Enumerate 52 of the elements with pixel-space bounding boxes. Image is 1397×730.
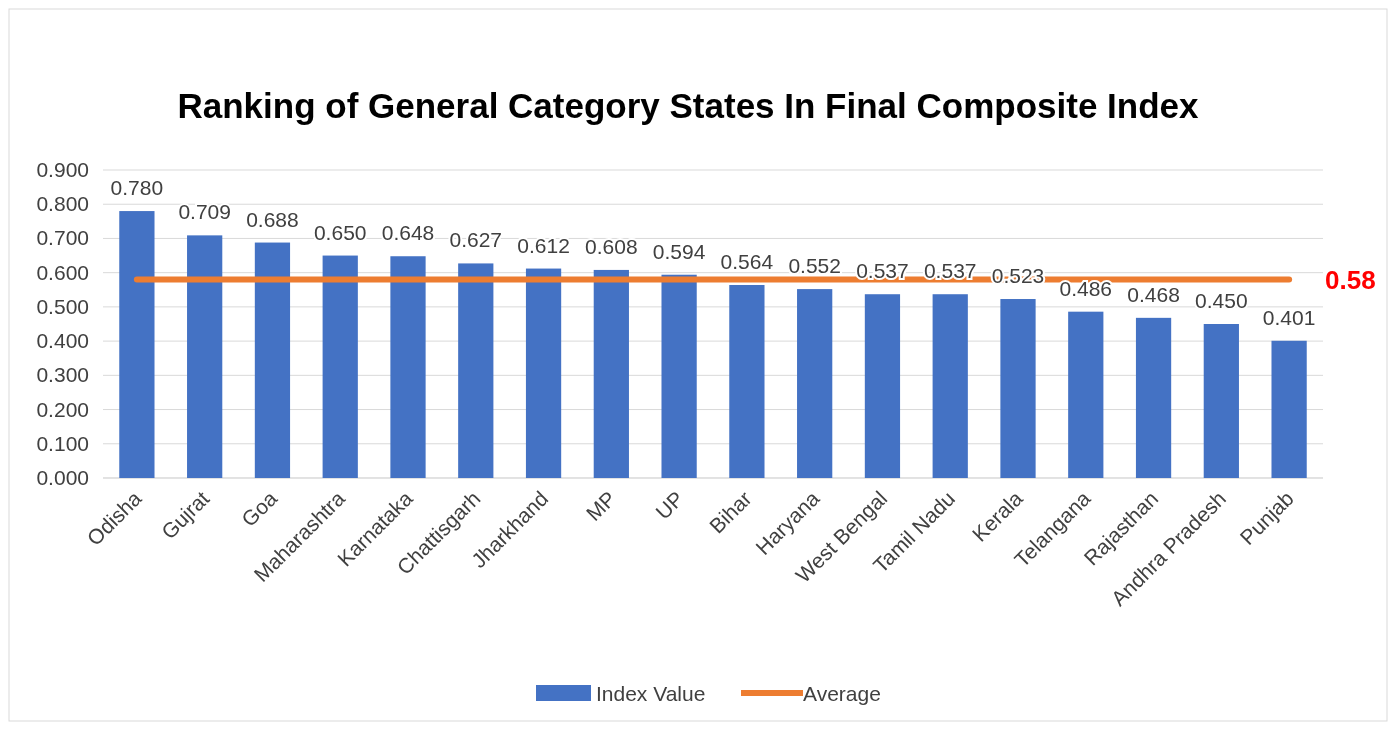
y-tick-label: 0.300 xyxy=(36,363,89,387)
y-tick-label: 0.800 xyxy=(36,192,89,216)
bar xyxy=(1135,317,1172,478)
data-label: 0.650 xyxy=(313,220,367,244)
data-label: 0.564 xyxy=(720,249,774,273)
bar xyxy=(1000,299,1036,478)
bar xyxy=(1203,324,1239,478)
x-tick-label: MP xyxy=(581,486,621,526)
data-label: 0.780 xyxy=(110,176,164,200)
bar xyxy=(932,294,968,478)
bar xyxy=(797,289,833,478)
bar xyxy=(661,274,697,478)
bar xyxy=(593,269,629,478)
y-tick-label: 0.600 xyxy=(36,260,89,284)
bar xyxy=(254,242,291,478)
data-label: 0.537 xyxy=(856,259,909,283)
bar xyxy=(187,235,223,478)
data-label: 0.468 xyxy=(1127,282,1180,306)
data-label: 0.552 xyxy=(788,254,841,278)
y-tick-label: 0.500 xyxy=(36,294,89,318)
data-label: 0.709 xyxy=(178,200,231,224)
data-label: 0.594 xyxy=(652,239,706,263)
bar xyxy=(864,294,901,478)
y-tick-label: 0.100 xyxy=(36,431,89,455)
data-label: 0.450 xyxy=(1195,289,1248,312)
data-label: 0.58 xyxy=(1325,264,1376,295)
data-label: 0.612 xyxy=(517,233,570,257)
y-tick-label: 0.000 xyxy=(36,466,89,489)
data-label: 0.486 xyxy=(1059,276,1113,300)
bar xyxy=(1271,340,1307,478)
legend-label: Index Value xyxy=(596,682,706,705)
bar xyxy=(390,256,426,478)
data-label: 0.627 xyxy=(449,228,503,252)
y-tick-label: 0.200 xyxy=(36,397,89,421)
bar xyxy=(1068,311,1104,478)
y-tick-label: 0.400 xyxy=(36,329,89,353)
bar xyxy=(458,263,494,478)
data-label: 0.608 xyxy=(585,234,638,258)
y-tick-label: 0.900 xyxy=(36,158,89,181)
bar xyxy=(729,284,765,478)
bar xyxy=(119,211,155,478)
bar xyxy=(322,255,358,478)
data-label: 0.401 xyxy=(1262,305,1316,329)
y-tick-label: 0.700 xyxy=(36,226,89,250)
bar xyxy=(525,268,562,478)
data-label: 0.523 xyxy=(991,264,1045,288)
legend-label: Average xyxy=(803,682,881,705)
x-tick-label: UP xyxy=(651,486,688,524)
data-label: 0.688 xyxy=(246,207,299,231)
data-label: 0.537 xyxy=(923,259,977,283)
chart-title: Ranking of General Category States In Final Composite Index xyxy=(177,86,1200,125)
data-label: 0.648 xyxy=(381,221,435,245)
